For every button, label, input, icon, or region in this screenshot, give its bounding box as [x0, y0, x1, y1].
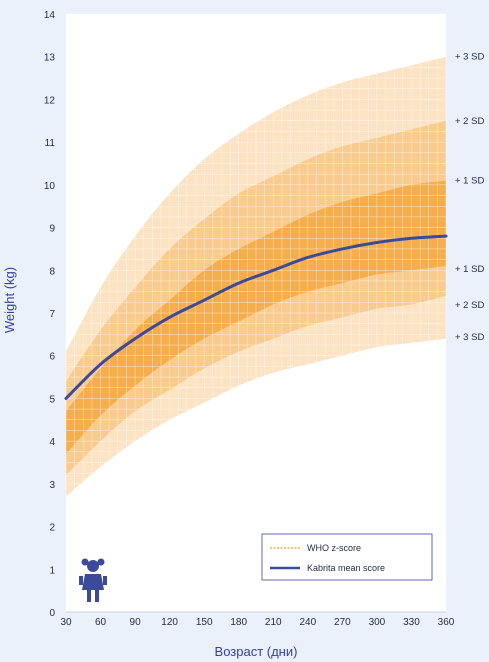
y-tick-label: 2: [49, 523, 55, 534]
y-tick-label: 9: [49, 224, 55, 235]
legend-box: [261, 533, 433, 581]
x-tick-label: 240: [299, 617, 316, 628]
legend-label-who: WHO z-score: [307, 543, 361, 553]
legend: WHO z-score Kabrita mean score: [261, 533, 433, 581]
x-tick-label: 270: [334, 617, 351, 628]
x-tick-label: 210: [265, 617, 282, 628]
y-tick-label: 12: [44, 95, 56, 106]
series: [64, 234, 448, 400]
y-tick-label: 7: [49, 309, 55, 320]
x-tick-label: 330: [403, 617, 420, 628]
sd-label-upper-1: + 1 SD: [455, 176, 484, 187]
x-tick-label: 30: [60, 617, 72, 628]
sd-labels: + 3 SD + 2 SD + 1 SD + 1 SD + 2 SD + 3 SD: [455, 52, 484, 343]
y-tick-label: 1: [49, 565, 55, 576]
sd-label-lower-3: + 3 SD: [455, 332, 484, 343]
y-tick-label: 10: [44, 181, 56, 192]
y-tick-label: 5: [49, 394, 55, 405]
series-line-kabrita: [64, 234, 448, 400]
x-tick-label: 150: [196, 617, 213, 628]
sd-label-upper-3: + 3 SD: [455, 52, 484, 63]
y-tick-label: 13: [44, 53, 56, 64]
x-tick-label: 60: [95, 617, 107, 628]
y-tick-label: 14: [44, 10, 56, 21]
x-tick-label: 90: [130, 617, 142, 628]
girl-icon: [79, 558, 107, 602]
y-tick-label: 4: [49, 437, 55, 448]
x-tick-label: 360: [438, 617, 455, 628]
sd-label-lower-2: + 2 SD: [455, 300, 484, 311]
sd-label-lower-1: + 1 SD: [455, 264, 484, 275]
y-tick-label: 8: [49, 266, 55, 277]
x-tick-label: 120: [161, 617, 178, 628]
y-axis-label: Weight (kg): [2, 267, 17, 333]
y-tick-label: 3: [49, 480, 55, 491]
legend-label-kabrita: Kabrita mean score: [307, 563, 385, 573]
x-axis-label: Возраст (дни): [215, 644, 298, 659]
axes: 30 60 90 120 150 180 210 240 270 300 330 3600123456…: [44, 10, 455, 628]
x-tick-label: 180: [230, 617, 247, 628]
sd-label-upper-2: + 2 SD: [455, 116, 484, 127]
x-tick-label: 300: [369, 617, 386, 628]
y-tick-label: 11: [45, 138, 56, 149]
y-tick-label: 6: [49, 352, 55, 363]
y-tick-label: 0: [49, 608, 55, 619]
